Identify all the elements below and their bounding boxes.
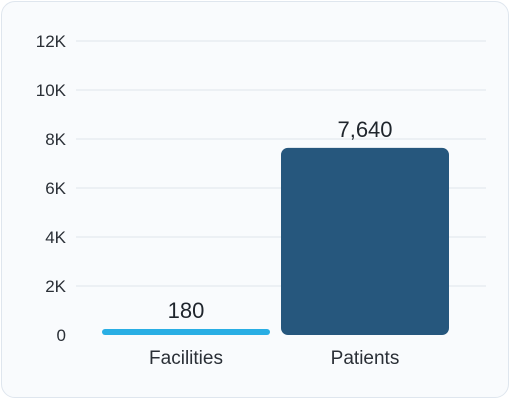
data-label-facilities: 180	[168, 298, 205, 323]
y-tick-label: 12K	[36, 32, 67, 51]
y-tick-label: 10K	[36, 81, 67, 100]
y-axis-ticks: 0 2K 4K 6K 8K 10K 12K	[36, 32, 67, 345]
bars	[102, 147, 449, 335]
y-tick-label: 4K	[45, 228, 66, 247]
y-tick-label: 8K	[45, 130, 66, 149]
category-labels: Facilities Patients	[149, 348, 399, 369]
data-label-patients: 7,640	[337, 117, 392, 142]
y-tick-label: 6K	[45, 179, 66, 198]
y-tick-label: 0	[57, 326, 66, 345]
bar-patients[interactable]	[281, 147, 449, 335]
category-label-patients: Patients	[331, 348, 400, 369]
bar-facilities[interactable]	[102, 329, 270, 335]
category-label-facilities: Facilities	[149, 348, 223, 369]
data-labels: 180 7,640	[168, 117, 393, 323]
y-tick-label: 2K	[45, 277, 66, 296]
